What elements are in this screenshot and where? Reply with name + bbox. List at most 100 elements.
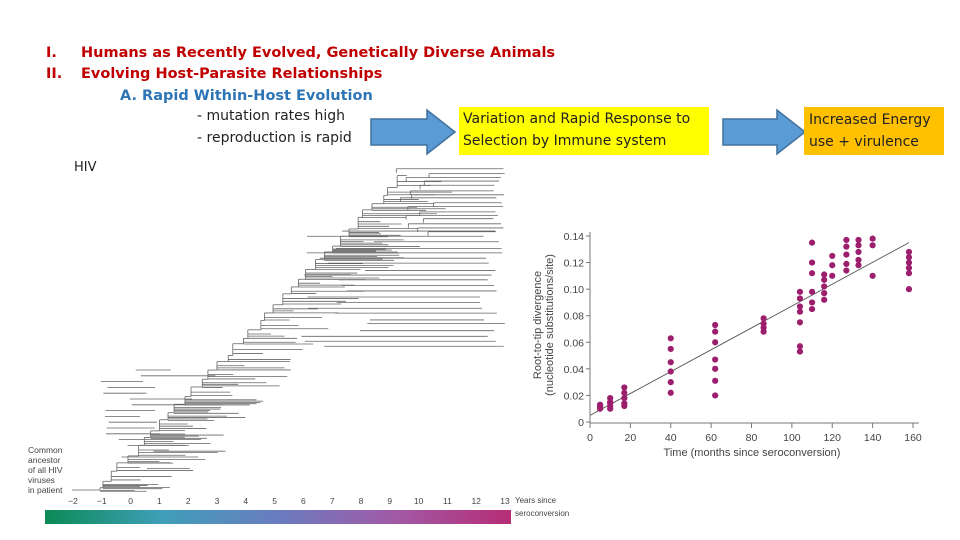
outline-text-2: Evolving Host-Parasite Relationships [81, 66, 383, 82]
chart-point [855, 236, 862, 244]
chart-point [760, 315, 767, 322]
chart-x-tick-label: 120 [823, 432, 841, 444]
ancestor-label-1: Common [28, 445, 63, 455]
chart-point [821, 296, 828, 303]
chart-point [855, 248, 862, 256]
tree-tick-label: −2 [68, 496, 78, 506]
hiv-label: HIV [74, 160, 97, 175]
chart-point [796, 348, 804, 355]
outline-item-1: I. [46, 43, 57, 64]
chart-point [712, 392, 719, 399]
chart-point [829, 252, 836, 260]
tree-tick-label: 3 [215, 496, 220, 506]
chart-point [596, 402, 604, 410]
chart-point [621, 394, 628, 402]
ancestor-label-2: ancestor [28, 455, 61, 465]
chart-point [667, 368, 674, 375]
outline-sub-a: A. Rapid Within-Host Evolution [120, 88, 373, 104]
tree-tick-label: 11 [443, 496, 452, 506]
variation-box: Variation and Rapid Response to Selectio… [459, 107, 709, 155]
chart-point [667, 345, 674, 353]
variation-box-line-1: Variation and Rapid Response to [463, 111, 691, 127]
chart-point [796, 308, 804, 315]
tree-tick-label: −1 [97, 496, 107, 506]
chart-point [796, 343, 804, 350]
chart-point [667, 359, 674, 366]
ancestor-label-5: in patient [28, 485, 63, 495]
energy-box-line-1: Increased Energy [809, 112, 931, 128]
chart-y-tick-label: 0.12 [564, 258, 585, 270]
chart-point [829, 262, 836, 269]
chart-x-tick-label: 40 [665, 432, 677, 444]
tree-tick-label: 4 [243, 496, 248, 506]
chart-point [808, 299, 816, 306]
chart-point [829, 272, 836, 279]
chart-x-tick-label: 80 [746, 432, 758, 444]
chart-point [869, 242, 876, 249]
chart-point [869, 235, 876, 242]
chart-y-tick-label: 0.08 [564, 311, 585, 323]
chart-point [905, 248, 913, 256]
chart-point [667, 389, 674, 396]
outline-item-2: II. [46, 64, 62, 85]
chart-x-tick-label: 60 [705, 432, 717, 444]
chart-y-tick-label: 0.14 [564, 231, 585, 243]
chart-axes: 0 20 40 60 80 100 120 140 160 0 0.02 0.04 0.06 0.08 0.… [564, 231, 922, 444]
outline-bullet-1: - mutation rates high [197, 108, 346, 124]
chart-point [667, 379, 674, 386]
outline-num-1: I. [46, 45, 57, 61]
energy-box: Increased Energy use + virulence [804, 107, 944, 155]
chart-y-tick-label: 0.10 [564, 284, 585, 296]
tree-tick-label: 6 [301, 496, 306, 506]
chart-point [796, 295, 804, 302]
chart-point [621, 402, 628, 410]
chart-point [607, 400, 614, 407]
chart-x-tick-label: 100 [783, 432, 801, 444]
chart-point [905, 264, 913, 271]
chart-point [905, 254, 913, 261]
ancestor-label-4: viruses [28, 475, 55, 485]
chart-point [821, 271, 828, 278]
chart-point [712, 339, 719, 346]
chart-point [667, 335, 674, 342]
chart-point [712, 365, 719, 372]
chart-point [855, 262, 862, 269]
chart-point [712, 377, 719, 384]
chart-point [712, 356, 719, 363]
chart-point [905, 270, 913, 277]
chart-point [821, 283, 828, 290]
chart-point [712, 321, 719, 329]
chart-point [905, 259, 913, 266]
chart-x-tick-label: 160 [904, 432, 922, 444]
chart-point [621, 384, 628, 391]
chart-point [796, 303, 804, 310]
tree-tick-label: 9 [387, 496, 392, 506]
chart-point [621, 389, 628, 396]
chart-y-tick-label: 0.02 [564, 390, 585, 402]
chart-point [821, 290, 828, 297]
tree-tick-label: 13 [500, 496, 510, 506]
tree-branches [72, 168, 505, 492]
outline-text-1: Humans as Recently Evolved, Genetically … [81, 45, 556, 61]
chart-ylabel-1: Root-to-tip divergence [532, 271, 544, 379]
outline-num-2: II. [46, 66, 63, 82]
chart-point [808, 259, 816, 266]
tree-axis-label-1: Years since [515, 496, 557, 505]
tree-tick-label: 5 [272, 496, 277, 506]
chart-point [843, 236, 850, 244]
time-gradient-bar [45, 510, 511, 524]
tree-axis-ticks: −2 −1 0 1 2 3 4 5 6 7 8 9 10 11 12 13 [68, 496, 510, 506]
chart-points [596, 235, 913, 412]
variation-box-line-2: Selection by Immune system [463, 133, 667, 149]
ancestor-label-3: of all HIV [28, 465, 63, 475]
chart-y-tick-label: 0 [578, 417, 584, 429]
chart-point [712, 328, 719, 335]
chart-point [843, 243, 850, 250]
chart-x-tick-label: 140 [864, 432, 882, 444]
chart-point [808, 270, 816, 277]
tree-axis-label-2: seroconversion [515, 509, 569, 518]
chart-point [808, 239, 816, 246]
chart-xlabel: Time (months since seroconversion) [664, 447, 841, 459]
